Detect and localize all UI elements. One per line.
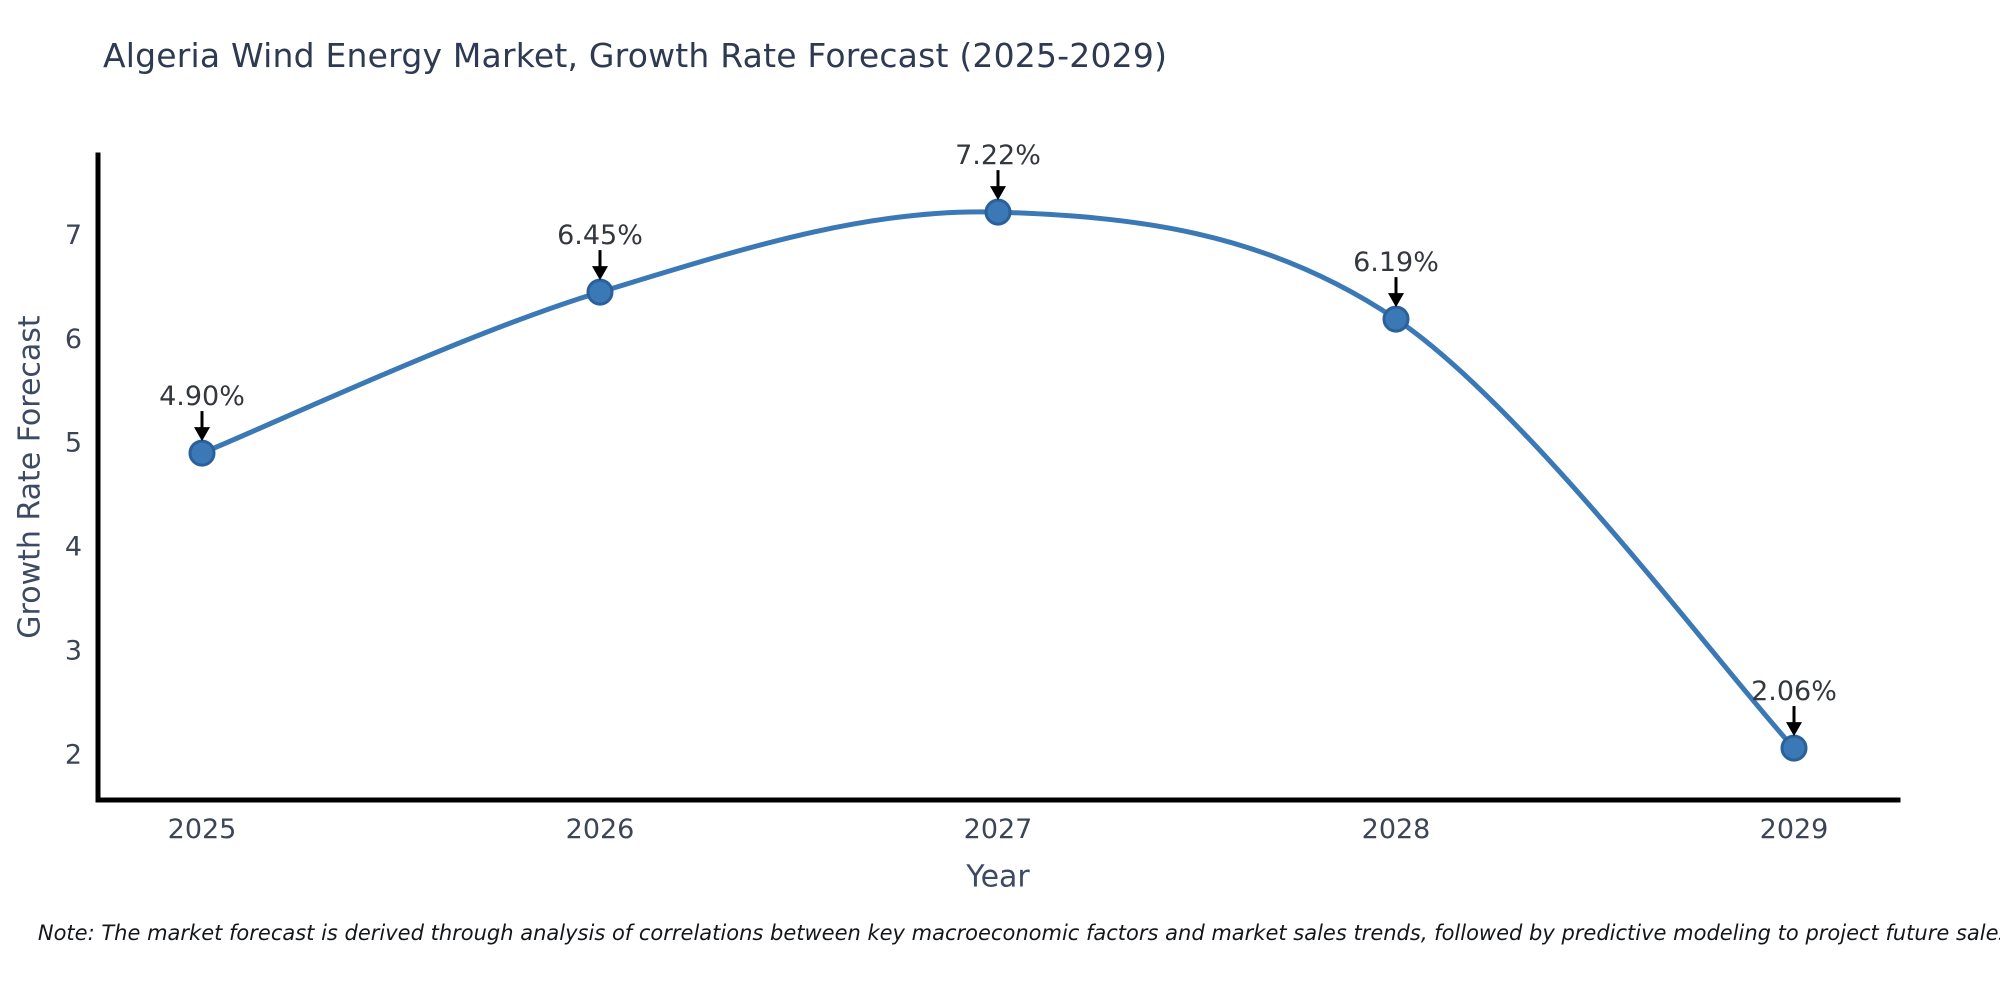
x-axis-title: Year (966, 859, 1030, 895)
annotation-label: 2.06% (1751, 676, 1837, 707)
y-tick-label: 7 (65, 220, 82, 251)
trend-line (201, 209, 1796, 750)
annotation-arrow-head (1388, 293, 1404, 308)
x-tick-label: 2028 (1362, 814, 1431, 845)
y-tick-label: 5 (65, 428, 82, 459)
y-tick-label: 6 (65, 324, 82, 355)
y-tick-label: 2 (65, 739, 82, 770)
y-tick-label: 3 (65, 635, 82, 666)
chart-title: Algeria Wind Energy Market, Growth Rate … (103, 36, 1168, 75)
data-point-marker (188, 439, 216, 467)
annotation-arrow-head (592, 266, 608, 281)
annotation-arrow-head (990, 186, 1006, 201)
data-point-marker (1780, 734, 1808, 762)
annotation-label: 6.45% (557, 220, 643, 251)
annotation-label: 6.19% (1353, 247, 1439, 278)
x-tick-label: 2025 (168, 814, 237, 845)
x-tick-label: 2026 (566, 814, 635, 845)
annotation-arrow-head (1786, 722, 1802, 737)
y-axis-title: Growth Rate Forecast (12, 315, 48, 639)
annotation-label: 7.22% (955, 140, 1041, 171)
footnote: Note: The market forecast is derived thr… (37, 921, 2000, 945)
data-point-marker (984, 198, 1012, 226)
x-tick-label: 2029 (1760, 814, 1829, 845)
data-point-marker (586, 278, 614, 306)
x-tick-label: 2027 (964, 814, 1033, 845)
annotation-label: 4.90% (159, 381, 245, 412)
annotation-arrow-head (194, 427, 210, 442)
y-tick-label: 4 (65, 532, 82, 563)
data-point-marker (1382, 305, 1410, 333)
